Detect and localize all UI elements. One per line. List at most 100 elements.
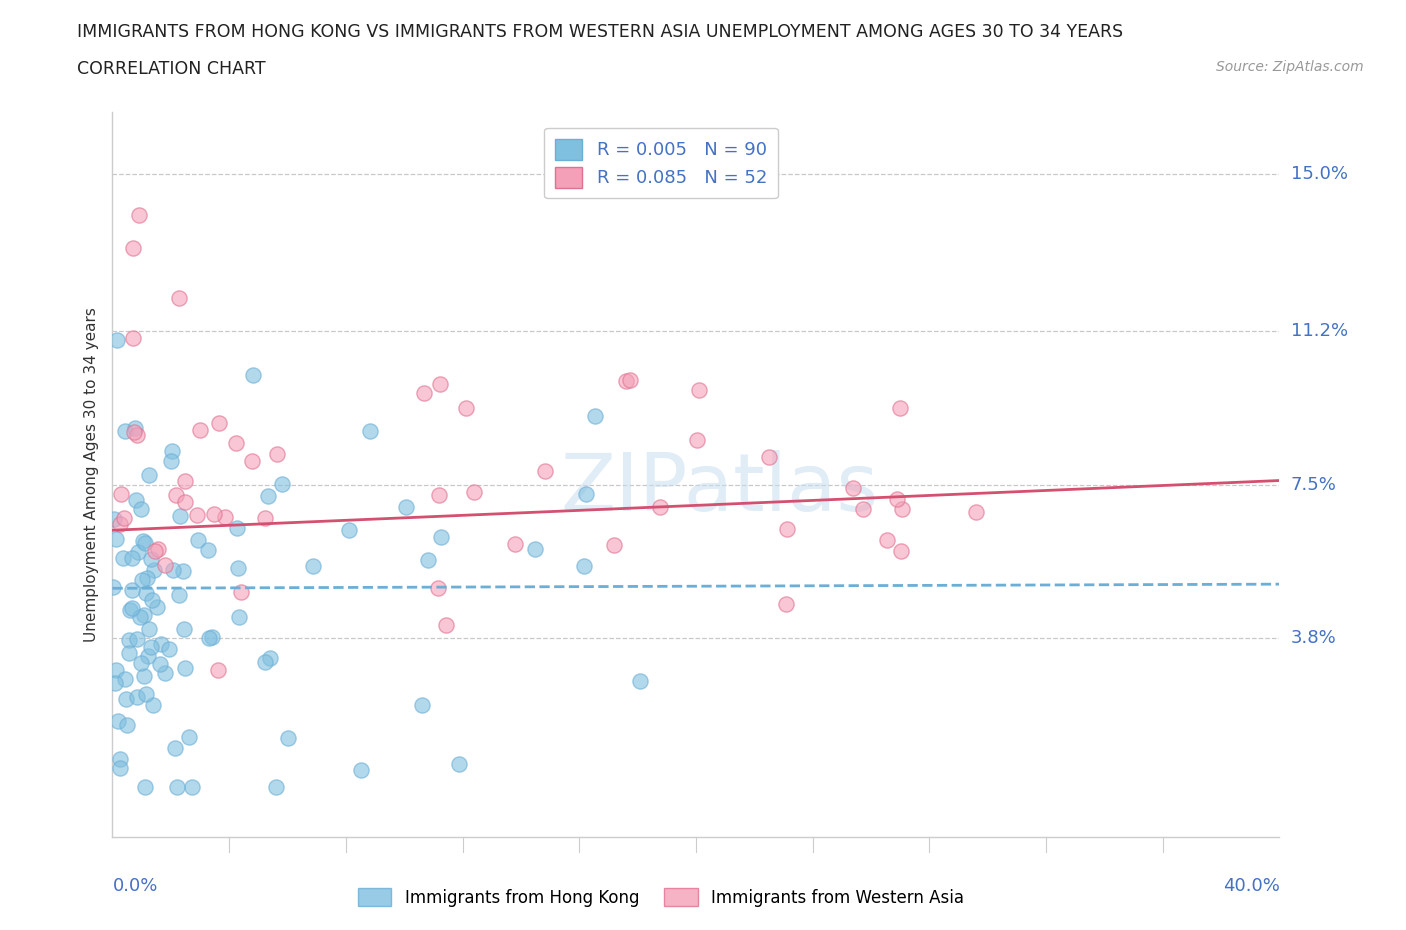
Point [257,488,280,503]
Point [132,534,155,549]
Point [132,607,155,622]
Point [427,580,450,595]
Point [125,689,148,704]
Point [228,609,250,624]
Text: 7.5%: 7.5% [1291,475,1337,494]
Point [121,331,143,346]
Point [105,663,128,678]
Point [208,416,231,431]
Point [129,609,152,624]
Point [852,501,875,516]
Point [188,422,211,437]
Point [134,780,156,795]
Point [121,551,143,565]
Point [153,557,176,572]
Point [105,332,128,347]
Point [198,631,221,645]
Point [108,761,131,776]
Point [129,501,152,516]
Point [138,467,160,482]
Point [429,376,451,391]
Point [118,632,141,647]
Y-axis label: Unemployment Among Ages 30 to 34 years: Unemployment Among Ages 30 to 34 years [83,307,98,642]
Point [172,564,194,578]
Point [337,523,360,538]
Point [124,420,146,435]
Point [145,544,167,559]
Point [135,687,157,702]
Point [173,494,195,509]
Point [434,618,457,632]
Point [121,600,143,615]
Point [202,507,225,522]
Point [131,572,153,587]
Point [110,486,132,501]
Point [503,537,526,551]
Point [141,551,163,566]
Point [149,637,172,652]
Point [574,559,596,574]
Point [214,510,236,525]
Point [200,630,222,644]
Point [179,729,201,744]
Point [169,509,191,524]
Point [413,385,436,400]
Point [302,559,325,574]
Point [253,655,276,670]
Point [842,481,865,496]
Point [115,718,138,733]
Point [776,522,799,537]
Point [135,570,157,585]
Text: 3.8%: 3.8% [1291,629,1336,647]
Point [197,543,219,558]
Point [449,757,471,772]
Point [108,517,131,532]
Point [225,435,247,450]
Text: 11.2%: 11.2% [1291,323,1348,340]
Point [688,383,710,398]
Point [259,650,281,665]
Point [141,639,163,654]
Point [359,424,381,439]
Point [163,740,186,755]
Point [155,666,177,681]
Text: CORRELATION CHART: CORRELATION CHART [77,60,266,78]
Point [603,538,626,552]
Point [127,428,149,443]
Point [162,563,184,578]
Point [120,603,142,618]
Point [891,502,914,517]
Legend: Immigrants from Hong Kong, Immigrants from Western Asia: Immigrants from Hong Kong, Immigrants fr… [352,882,970,913]
Point [965,505,987,520]
Point [277,730,299,745]
Point [125,631,148,646]
Point [242,367,264,382]
Point [889,401,911,416]
Point [266,446,288,461]
Point [165,487,187,502]
Point [160,443,183,458]
Point [143,563,166,578]
Point [103,512,125,526]
Point [115,691,138,706]
Text: IMMIGRANTS FROM HONG KONG VS IMMIGRANTS FROM WESTERN ASIA UNEMPLOYMENT AMONG AGE: IMMIGRANTS FROM HONG KONG VS IMMIGRANTS … [77,23,1123,41]
Point [118,646,141,661]
Point [127,545,149,560]
Point [686,432,709,447]
Point [138,622,160,637]
Point [174,473,197,488]
Point [108,751,131,766]
Point [886,491,908,506]
Point [614,373,637,388]
Point [166,780,188,795]
Point [114,423,136,438]
Point [146,599,169,614]
Point [430,529,453,544]
Point [418,552,440,567]
Point [228,561,250,576]
Point [533,464,555,479]
Point [105,531,128,546]
Point [207,663,229,678]
Point [111,551,134,565]
Point [141,592,163,607]
